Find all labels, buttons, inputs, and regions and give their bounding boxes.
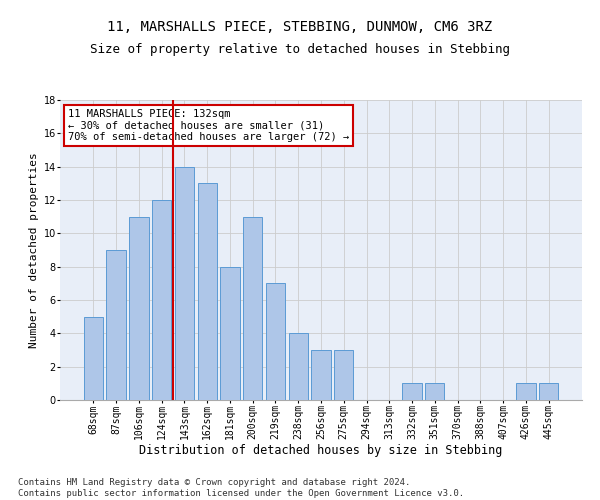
Text: Size of property relative to detached houses in Stebbing: Size of property relative to detached ho… [90, 42, 510, 56]
X-axis label: Distribution of detached houses by size in Stebbing: Distribution of detached houses by size … [139, 444, 503, 456]
Bar [266, 284, 285, 400]
Bar [289, 334, 308, 400]
Bar [106, 250, 126, 400]
Bar [403, 384, 422, 400]
Bar [175, 166, 194, 400]
Bar [243, 216, 262, 400]
Bar [334, 350, 353, 400]
Bar [425, 384, 445, 400]
Bar [220, 266, 239, 400]
Y-axis label: Number of detached properties: Number of detached properties [29, 152, 39, 348]
Bar [84, 316, 103, 400]
Bar [311, 350, 331, 400]
Bar [197, 184, 217, 400]
Bar [129, 216, 149, 400]
Text: Contains HM Land Registry data © Crown copyright and database right 2024.
Contai: Contains HM Land Registry data © Crown c… [18, 478, 464, 498]
Bar [152, 200, 172, 400]
Bar [539, 384, 558, 400]
Text: 11 MARSHALLS PIECE: 132sqm
← 30% of detached houses are smaller (31)
70% of semi: 11 MARSHALLS PIECE: 132sqm ← 30% of deta… [68, 109, 349, 142]
Bar [516, 384, 536, 400]
Text: 11, MARSHALLS PIECE, STEBBING, DUNMOW, CM6 3RZ: 11, MARSHALLS PIECE, STEBBING, DUNMOW, C… [107, 20, 493, 34]
